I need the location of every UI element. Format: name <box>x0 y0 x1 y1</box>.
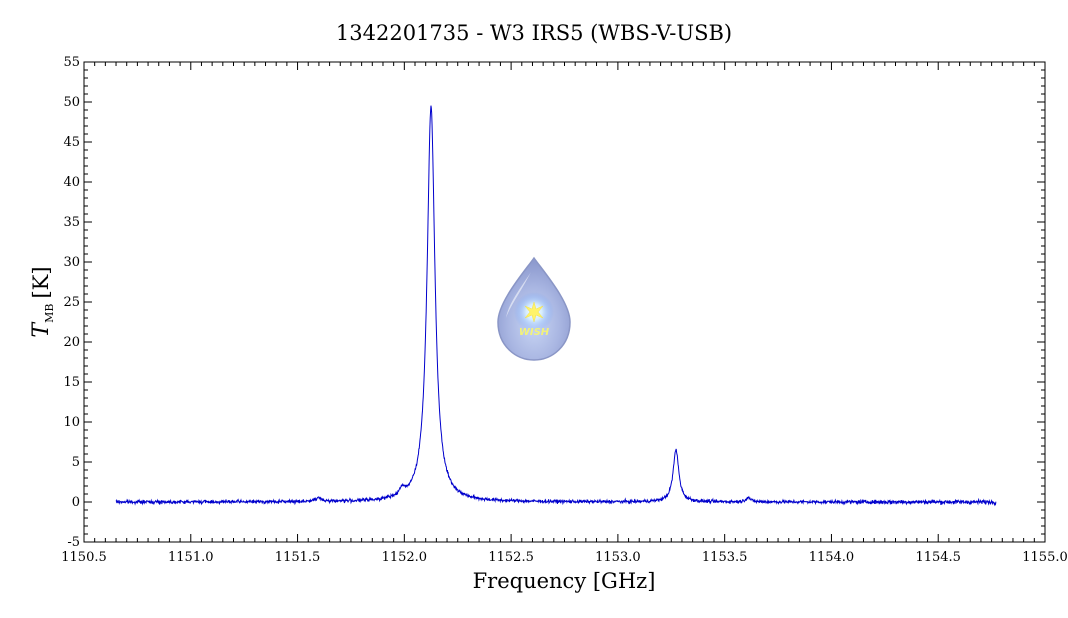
y-tick-label: 15 <box>63 375 80 390</box>
drop-highlight <box>506 272 531 318</box>
chart-title: 1342201735 - W3 IRS5 (WBS-V-USB) <box>336 21 732 45</box>
y-tick-label: 0 <box>72 495 80 510</box>
x-tick-label: 1151.0 <box>168 550 214 565</box>
axis-ticks <box>83 61 1046 543</box>
x-tick-label: 1155.0 <box>1022 550 1068 565</box>
y-axis-label: TMB [K] <box>29 266 56 337</box>
y-tick-label: 20 <box>63 335 80 350</box>
y-tick-label: 50 <box>63 95 80 110</box>
y-tick-label: 45 <box>63 135 80 150</box>
x-tick-label: 1154.0 <box>809 550 855 565</box>
spectrum-series-line <box>115 105 997 507</box>
x-tick-label: 1152.5 <box>488 550 534 565</box>
x-tick-labels: 1150.5 1151.0 1151.5 1152.0 1152.5 1153.0 1153… <box>61 550 1068 565</box>
y-tick-label: 35 <box>63 215 80 230</box>
y-label-unit: [K] <box>29 266 53 298</box>
svg-text:TMB[K]: TMB [K] <box>29 266 56 337</box>
y-tick-label: 30 <box>63 255 80 270</box>
y-label-main: T <box>29 321 54 338</box>
x-tick-label: 1150.5 <box>61 550 107 565</box>
y-tick-label: 25 <box>63 295 80 310</box>
x-tick-label: 1152.0 <box>382 550 428 565</box>
star-icon <box>524 301 544 323</box>
y-label-sub: MB <box>43 304 56 323</box>
y-tick-label: 40 <box>63 175 80 190</box>
y-tick-label: 55 <box>63 55 80 70</box>
y-tick-label: 5 <box>72 455 80 470</box>
y-tick-label: -5 <box>67 535 80 550</box>
wish-logo: WISH <box>497 256 571 361</box>
y-tick-labels: -5 0 5 10 15 20 25 30 35 40 45 50 55 <box>63 55 80 550</box>
logo-text: WISH <box>519 327 550 338</box>
x-tick-label: 1153.0 <box>595 550 641 565</box>
x-tick-label: 1154.5 <box>915 550 961 565</box>
x-tick-label: 1153.5 <box>702 550 748 565</box>
x-tick-label: 1151.5 <box>275 550 321 565</box>
x-axis-label: Frequency [GHz] <box>473 569 656 593</box>
y-tick-label: 10 <box>63 415 80 430</box>
